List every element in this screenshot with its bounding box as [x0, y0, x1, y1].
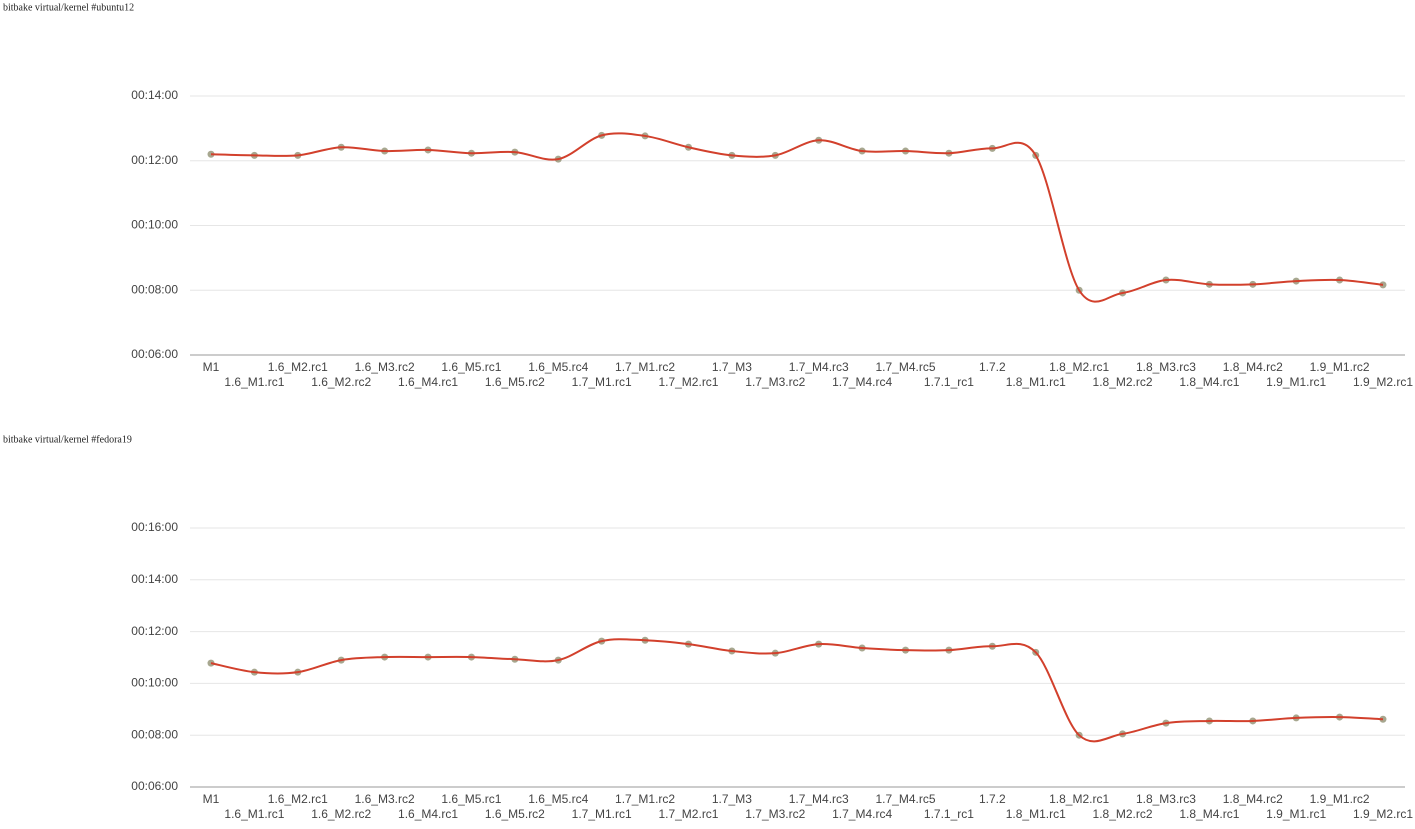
x-tick-label: 1.6_M5.rc4 — [528, 792, 588, 806]
x-tick-label: 1.8_M4.rc2 — [1223, 360, 1283, 374]
x-tick-label: 1.7_M4.rc4 — [832, 375, 892, 389]
x-tick-label: 1.7_M2.rc1 — [658, 375, 718, 389]
y-tick-label: 00:14:00 — [131, 572, 178, 586]
y-tick-label: 00:08:00 — [131, 282, 178, 296]
y-tick-label: 00:06:00 — [131, 347, 178, 361]
x-tick-label: 1.6_M5.rc1 — [441, 360, 501, 374]
chart-title: bitbake virtual/kernel #fedora19 — [3, 434, 132, 445]
x-tick-label: 1.9_M1.rc1 — [1266, 807, 1326, 821]
trend-line — [210, 638, 1384, 743]
y-tick-label: 00:06:00 — [131, 779, 178, 793]
y-tick-label: 00:10:00 — [131, 676, 178, 690]
x-tick-label: 1.6_M5.rc2 — [485, 807, 545, 821]
x-tick-label: 1.7_M3.rc2 — [745, 375, 805, 389]
x-tick-label: 1.8_M2.rc2 — [1093, 807, 1153, 821]
x-tick-label: 1.6_M4.rc1 — [398, 807, 458, 821]
x-tick-label: 1.6_M5.rc2 — [485, 375, 545, 389]
x-tick-label: 1.8_M4.rc1 — [1179, 807, 1239, 821]
trend-line — [210, 132, 1384, 303]
y-tick-label: 00:16:00 — [131, 520, 178, 534]
x-tick-label: 1.7_M4.rc3 — [789, 792, 849, 806]
chart-title: bitbake virtual/kernel #ubuntu12 — [3, 2, 134, 13]
y-tick-label: 00:12:00 — [131, 624, 178, 638]
x-tick-label: 1.7_M4.rc3 — [789, 360, 849, 374]
x-tick-label: 1.7_M1.rc2 — [615, 360, 675, 374]
x-tick-label: M1 — [203, 360, 220, 374]
x-tick-label: 1.8_M3.rc3 — [1136, 360, 1196, 374]
x-tick-label: 1.8_M3.rc3 — [1136, 792, 1196, 806]
x-tick-label: 1.6_M5.rc4 — [528, 360, 588, 374]
x-tick-label: M1 — [203, 792, 220, 806]
x-tick-label: 1.7_M2.rc1 — [658, 807, 718, 821]
x-tick-label: 1.7_M4.rc4 — [832, 807, 892, 821]
x-tick-label: 1.9_M2.rc1 — [1353, 807, 1413, 821]
x-tick-label: 1.9_M1.rc1 — [1266, 375, 1326, 389]
x-tick-label: 1.8_M1.rc1 — [1006, 807, 1066, 821]
x-tick-label: 1.7_M3 — [712, 792, 752, 806]
x-tick-label: 1.7_M4.rc5 — [876, 792, 936, 806]
x-tick-label: 1.9_M2.rc1 — [1353, 375, 1413, 389]
x-tick-label: 1.8_M1.rc1 — [1006, 375, 1066, 389]
x-tick-label: 1.7.2 — [979, 360, 1006, 374]
x-tick-label: 1.6_M4.rc1 — [398, 375, 458, 389]
x-tick-label: 1.6_M2.rc2 — [311, 807, 371, 821]
y-tick-label: 00:12:00 — [131, 153, 178, 167]
x-tick-label: 1.6_M2.rc1 — [268, 792, 328, 806]
x-tick-label: 1.8_M2.rc1 — [1049, 360, 1109, 374]
y-tick-label: 00:10:00 — [131, 218, 178, 232]
x-tick-label: 1.8_M4.rc2 — [1223, 792, 1283, 806]
x-tick-label: 1.6_M5.rc1 — [441, 792, 501, 806]
x-tick-label: 1.7_M4.rc5 — [876, 360, 936, 374]
x-tick-label: 1.7_M1.rc2 — [615, 792, 675, 806]
x-tick-label: 1.8_M2.rc1 — [1049, 792, 1109, 806]
x-tick-label: 1.8_M2.rc2 — [1093, 375, 1153, 389]
x-tick-label: 1.7.1_rc1 — [924, 807, 974, 821]
x-tick-label: 1.7.2 — [979, 792, 1006, 806]
x-tick-label: 1.6_M2.rc1 — [268, 360, 328, 374]
x-tick-label: 1.6_M2.rc2 — [311, 375, 371, 389]
x-tick-label: 1.7_M3 — [712, 360, 752, 374]
x-tick-label: 1.8_M4.rc1 — [1179, 375, 1239, 389]
x-tick-label: 1.6_M3.rc2 — [355, 360, 415, 374]
x-tick-label: 1.7.1_rc1 — [924, 375, 974, 389]
x-tick-label: 1.9_M1.rc2 — [1310, 360, 1370, 374]
y-tick-label: 00:14:00 — [131, 88, 178, 102]
x-tick-label: 1.7_M3.rc2 — [745, 807, 805, 821]
y-tick-label: 00:08:00 — [131, 727, 178, 741]
x-tick-label: 1.9_M1.rc2 — [1310, 792, 1370, 806]
x-tick-label: 1.6_M1.rc1 — [224, 375, 284, 389]
x-tick-label: 1.6_M3.rc2 — [355, 792, 415, 806]
x-tick-label: 1.7_M1.rc1 — [572, 375, 632, 389]
x-tick-label: 1.7_M1.rc1 — [572, 807, 632, 821]
x-tick-label: 1.6_M1.rc1 — [224, 807, 284, 821]
